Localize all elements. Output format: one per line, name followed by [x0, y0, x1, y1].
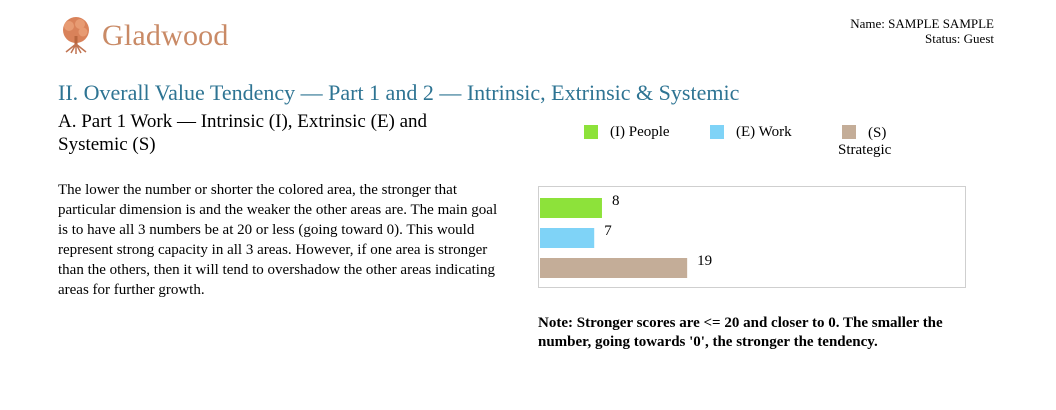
legend-swatch-people — [584, 125, 598, 139]
bar-strategic — [540, 258, 688, 278]
description-text: The lower the number or shorter the colo… — [58, 182, 498, 298]
logo-text: Gladwood — [102, 19, 229, 52]
bar-work — [540, 228, 595, 248]
note-text: Note: Stronger scores are <= 20 and clos… — [538, 315, 943, 350]
legend-label-work: (E) Work — [736, 124, 792, 140]
bar-chart: 8 7 19 — [538, 186, 966, 288]
bar-value-label-work: 7 — [604, 223, 612, 239]
legend-item-strategic: (S) Strategic — [838, 124, 891, 159]
legend-item-people: (I) People — [584, 124, 670, 141]
legend-swatch-strategic — [842, 125, 856, 139]
legend-swatch-work — [710, 125, 724, 139]
bar-value-label-people: 8 — [612, 193, 620, 209]
bar-people — [540, 198, 602, 218]
user-name: Name: SAMPLE SAMPLE — [850, 16, 994, 31]
legend-label-strategic-2: Strategic — [838, 142, 892, 158]
bar-chart-svg: 87 19 — [540, 193, 712, 278]
section-subtitle: A. Part 1 Work — Intrinsic (I), Extrinsi… — [58, 111, 428, 155]
user-info: Name: SAMPLE SAMPLE Status: Guest — [850, 16, 994, 46]
tree-icon — [63, 17, 89, 54]
legend-label-people: (I) People — [610, 124, 670, 140]
bar-value-label-strategic: 19 — [697, 253, 712, 269]
user-status: Status: Guest — [925, 31, 994, 46]
logo: Gladwood — [56, 16, 229, 56]
section-title: II. Overall Value Tendency — Part 1 and … — [58, 80, 740, 105]
legend-label-strategic-1: (S) — [868, 125, 887, 141]
legend-item-work: (E) Work — [710, 124, 792, 141]
chart-legend: (I) People (E) Work (S) Strategic — [584, 124, 944, 172]
